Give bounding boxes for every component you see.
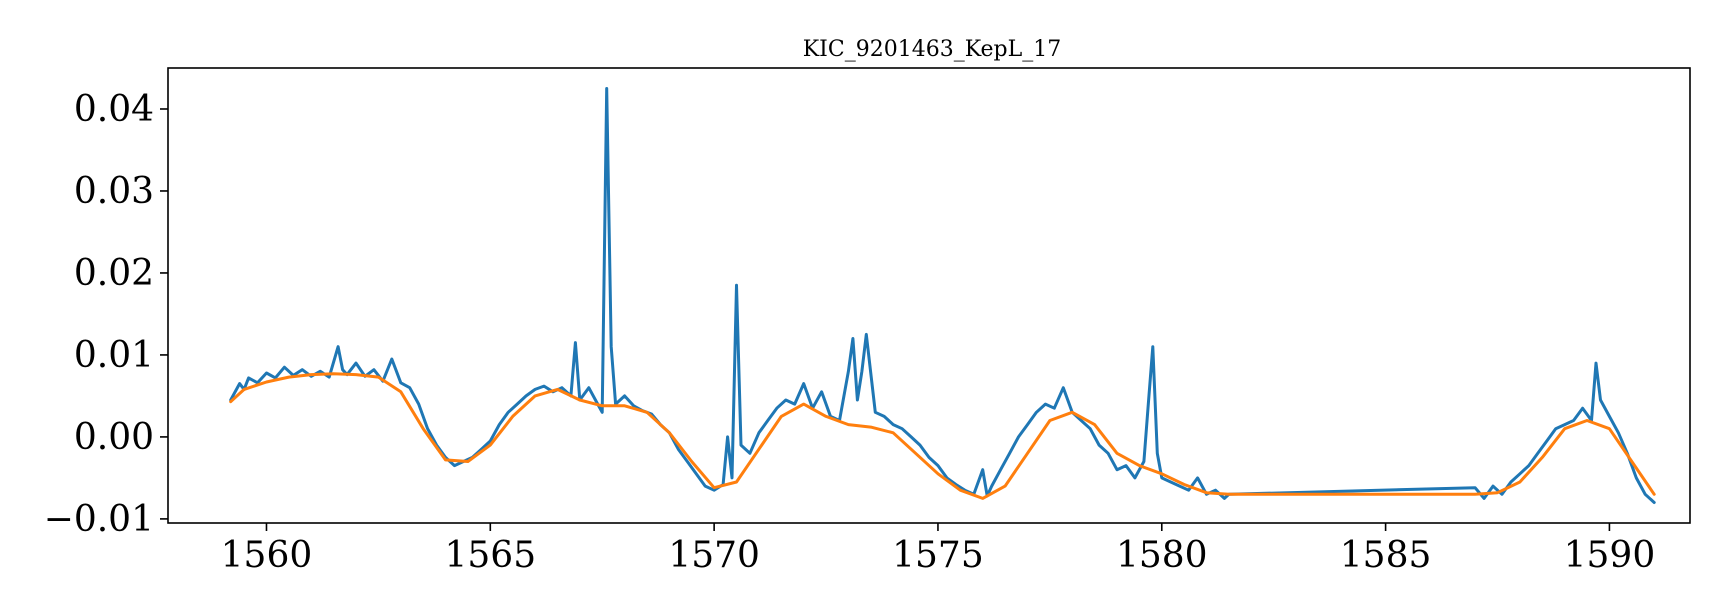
y-tick-label: 0.03 bbox=[74, 171, 154, 212]
x-tick-label: 1580 bbox=[1116, 535, 1208, 576]
y-tick-label: 0.01 bbox=[74, 335, 154, 376]
y-tick-label: 0.02 bbox=[74, 253, 154, 294]
chart-title: KIC_9201463_KepL_17 bbox=[803, 37, 1062, 62]
y-tick-label: 0.00 bbox=[74, 417, 154, 458]
plot-area bbox=[229, 87, 1656, 504]
series-line-1 bbox=[229, 87, 1656, 504]
x-tick-label: 1575 bbox=[892, 535, 984, 576]
x-tick-label: 1590 bbox=[1564, 535, 1656, 576]
x-tick-label: 1570 bbox=[668, 535, 760, 576]
y-tick-label: 0.04 bbox=[74, 89, 154, 130]
x-tick-label: 1565 bbox=[444, 535, 536, 576]
y-tick-label: −0.01 bbox=[44, 499, 154, 540]
x-tick-label: 1585 bbox=[1340, 535, 1432, 576]
axes-frame bbox=[167, 67, 1691, 524]
x-axis: 1560 1565 1570 1575 1580 1585 1590 bbox=[221, 523, 1656, 576]
x-tick-label: 1560 bbox=[221, 535, 313, 576]
series-line-2 bbox=[229, 372, 1656, 500]
y-axis: −0.01 0.00 0.01 0.02 0.03 0.04 bbox=[44, 89, 168, 540]
